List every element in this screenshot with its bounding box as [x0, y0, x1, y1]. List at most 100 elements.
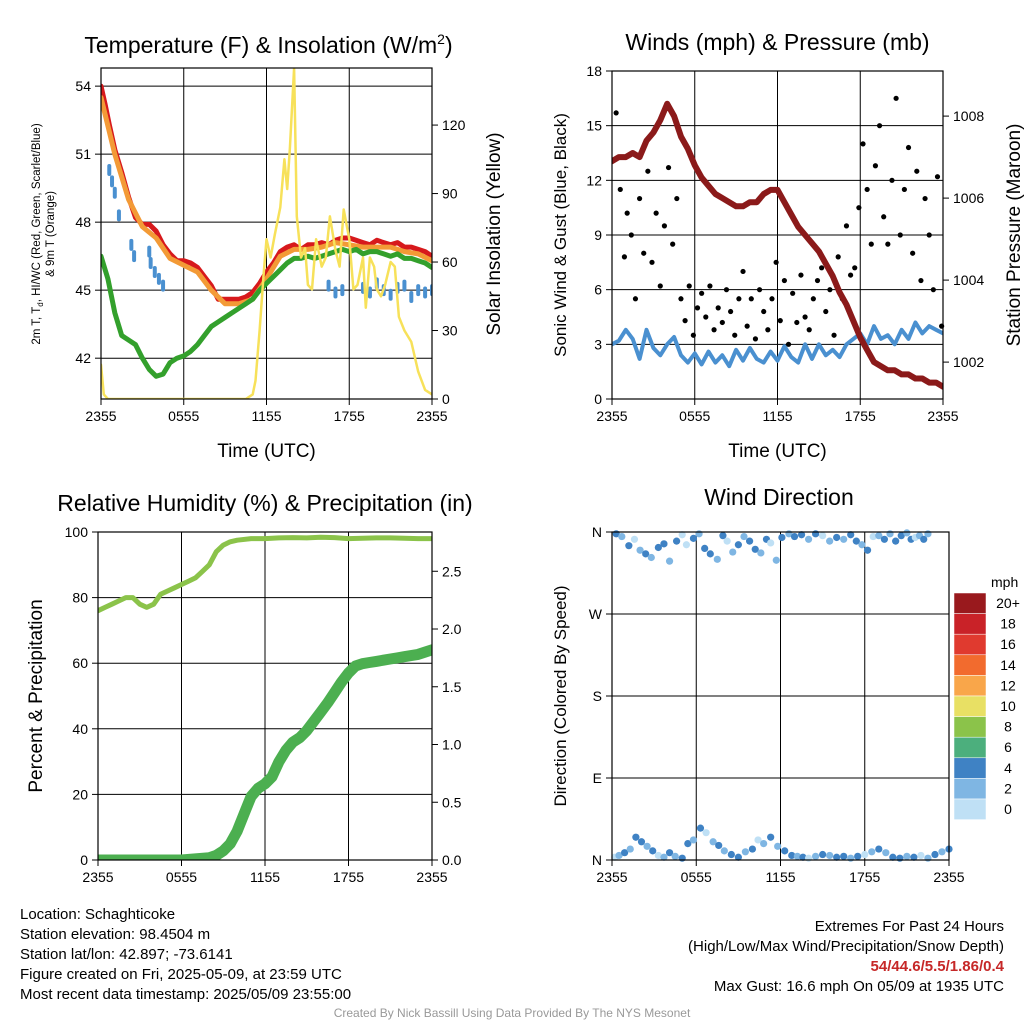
wind-y-tick-label: 12 [586, 172, 602, 188]
dir-direction-point [760, 840, 768, 848]
rh-y-tick-label: 40 [72, 721, 88, 737]
wind-gust-point [872, 163, 879, 169]
dir-direction-point [858, 541, 866, 549]
dir-legend-label: 8 [1004, 719, 1012, 735]
dir-legend-label: 12 [1000, 677, 1016, 693]
dir-legend-label: 10 [1000, 698, 1016, 714]
dir-direction-point [643, 842, 651, 850]
dir-legend-label: 20+ [996, 595, 1020, 611]
dir-direction-point [757, 549, 765, 557]
wind-gust-point [752, 336, 759, 342]
dir-legend-swatch [953, 695, 987, 717]
dir-direction-point [665, 557, 674, 565]
wind-chart: 2355 0555 1155 1755 235503691215181002100410… [551, 29, 1024, 462]
wind-gust-point [910, 250, 916, 256]
dir-direction-point [709, 838, 717, 846]
dir-direction-point [682, 541, 691, 549]
dir-direction-point [684, 840, 692, 848]
wind-ylabel-right: Station Pressure (Maroon) [1004, 124, 1024, 347]
wind-gust-point [802, 314, 808, 320]
wind-x-tick-label: 0555 [679, 408, 710, 424]
dir-direction-point [797, 531, 806, 539]
dir-title: Wind Direction [704, 484, 854, 510]
wind-gust-point [686, 283, 692, 289]
dir-direction-point [630, 535, 639, 543]
rh-x-tick-label: 0555 [166, 869, 197, 885]
dir-direction-point [660, 540, 668, 548]
dir-direction-point [852, 537, 860, 545]
dir-direction-point [720, 847, 728, 855]
wind-y-tick-label: 9 [594, 227, 602, 243]
dir-direction-point [812, 530, 820, 538]
dir-direction-point [781, 847, 789, 855]
wind-x-tick-label: 1155 [762, 408, 792, 424]
dir-legend-label: 6 [1004, 739, 1012, 755]
dir-x-tick-label: 2355 [933, 869, 964, 885]
dir-direction-point [889, 853, 897, 861]
wind-gust-point [827, 287, 833, 293]
dir-direction-point [626, 845, 634, 853]
dir-direction-point [903, 852, 911, 860]
wind-gust-point [856, 205, 862, 211]
station-info: Location: Schaghticoke Station elevation… [20, 905, 351, 1005]
dir-direction-point [696, 824, 705, 832]
dir-direction-point [892, 537, 900, 545]
wind-gust-point [707, 283, 713, 289]
wind-gust-point [756, 287, 763, 293]
temp-y-right-tick-label: 60 [442, 254, 458, 270]
wind-gust-point [690, 332, 696, 338]
wind-gust-point [694, 305, 701, 311]
temp-ylabel-right: Solar Insolation (Yellow) [484, 132, 505, 335]
dir-legend-label: 0 [1004, 801, 1012, 817]
wind-gust-point [748, 296, 754, 302]
wind-gust-point [665, 164, 672, 171]
dir-direction-point [924, 854, 932, 862]
rh-y-tick-label: 80 [72, 590, 88, 606]
dir-direction-point [672, 537, 681, 545]
wind-gust-point [847, 272, 854, 278]
wind-y-right-tick-label: 1006 [953, 190, 984, 206]
wind-gust-point [790, 290, 796, 296]
rh-x-tick-label: 2355 [416, 869, 447, 885]
temp-title-end: ) [445, 32, 453, 58]
dir-legend-label: 4 [1004, 760, 1012, 776]
rh-y-right-tick-label: 2.5 [442, 563, 462, 579]
rh-series-precip_green [98, 644, 432, 860]
dir-direction-point [869, 532, 877, 541]
dir-direction-point [665, 849, 674, 857]
dir-direction-point [847, 854, 855, 862]
dir-legend-swatch [953, 654, 987, 676]
wind-gust-point [744, 323, 750, 329]
dir-y-tick-label: S [593, 688, 602, 704]
temp-y-tick-label: 48 [75, 214, 91, 230]
dir-direction-point [748, 845, 757, 853]
wind-gust-point [901, 186, 907, 193]
rh-y-tick-label: 60 [72, 655, 88, 671]
dir-direction-point [618, 532, 626, 541]
wind-gust-point [632, 296, 639, 302]
extremes-title: Extremes For Past 24 Hours [814, 918, 1004, 935]
temp-series-temp_9m_orange [101, 95, 432, 307]
wind-y-tick-label: 3 [594, 336, 602, 352]
dir-direction-point [778, 533, 786, 542]
dir-legend-label: 2 [1004, 780, 1012, 796]
dir-direction-point [767, 539, 775, 547]
rh-series-rh_lightgreen [98, 534, 432, 614]
wind-gust-point [674, 195, 680, 202]
dir-legend-swatch [953, 757, 987, 779]
dir-direction-point [706, 550, 714, 558]
dir-direction-point [734, 541, 742, 549]
dir-direction-point [715, 841, 723, 850]
wind-gust-point [930, 287, 936, 293]
wind-gust-point [670, 241, 676, 247]
wind-gust-point [728, 308, 734, 315]
dir-direction-point [863, 546, 872, 554]
rh-y-right-tick-label: 0.0 [442, 852, 462, 868]
wind-gust-point [736, 296, 742, 302]
dir-direction-point [847, 531, 855, 539]
dir-direction-point [719, 532, 727, 540]
dir-direction-point [734, 853, 742, 861]
wind-gust-point [881, 214, 887, 220]
